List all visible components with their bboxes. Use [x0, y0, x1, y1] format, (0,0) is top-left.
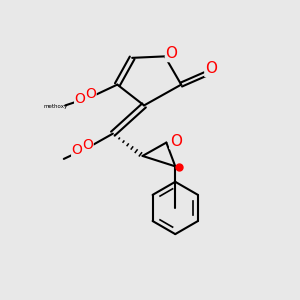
Text: O: O [82, 138, 93, 152]
Text: O: O [165, 46, 177, 62]
Text: O: O [85, 87, 96, 101]
Text: O: O [72, 143, 83, 157]
Text: O: O [75, 92, 86, 106]
Text: O: O [205, 61, 217, 76]
Text: methoxy: methoxy [44, 103, 68, 109]
Text: O: O [170, 134, 182, 148]
